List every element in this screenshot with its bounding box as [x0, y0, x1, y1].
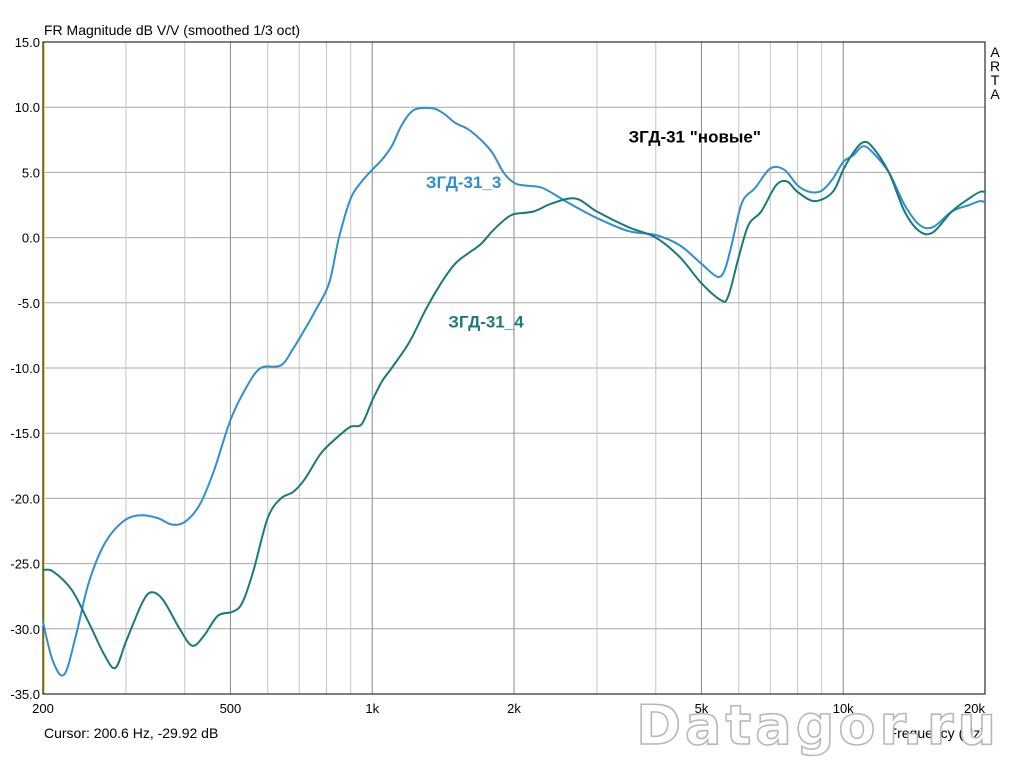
chart-title: FR Magnitude dB V/V (smoothed 1/3 oct) [44, 22, 300, 38]
x-tick-label: 500 [220, 701, 242, 716]
y-tick-label: -15.0 [10, 426, 40, 441]
y-tick-label: 5.0 [22, 165, 40, 180]
brand-letter: A [990, 86, 1000, 102]
series-line [42, 140, 986, 670]
x-tick-label: 1k [365, 701, 379, 716]
series-line [42, 106, 986, 677]
brand-letter: A [990, 44, 1000, 60]
x-tick-label: 5k [695, 701, 709, 716]
series-annotation: ЗГД-31 "новые" [628, 127, 760, 146]
brand-letter: T [991, 72, 1000, 88]
series-lines [42, 106, 986, 677]
series-annotation: ЗГД-31_3 [426, 173, 501, 192]
brand-letter: R [990, 58, 1000, 74]
y-tick-label: 0.0 [22, 231, 40, 246]
y-tick-label: -5.0 [18, 296, 40, 311]
y-tick-label: -10.0 [10, 361, 40, 376]
y-tick-label: -30.0 [10, 622, 40, 637]
y-tick-label: 15.0 [15, 35, 40, 50]
series-annotation: ЗГД-31_4 [448, 313, 524, 332]
y-tick-label: -35.0 [10, 687, 40, 702]
x-tick-label: 200 [32, 701, 54, 716]
y-tick-label: -25.0 [10, 557, 40, 572]
axis-ticks: 15.0 10.0 5.0 0.0 -5.0 -10.0 -15.0 -20.0 -25.0 -3… [10, 35, 985, 716]
plot-frame [42, 41, 986, 695]
y-tick-label: 10.0 [15, 100, 40, 115]
grid [42, 41, 986, 695]
x-tick-label: 20k [964, 701, 985, 716]
x-tick-label: 2k [507, 701, 521, 716]
y-tick-label: -20.0 [10, 491, 40, 506]
cursor-readout: Cursor: 200.6 Hz, -29.92 dB [44, 725, 218, 741]
annotations: ЗГД-31 "новые" ЗГД-31_3 ЗГД-31_4 [426, 127, 761, 331]
watermark-text: Datagor.ru [636, 694, 1000, 757]
x-tick-label: 10k [833, 701, 854, 716]
x-axis-label: Frequency (Hz) [889, 725, 985, 741]
